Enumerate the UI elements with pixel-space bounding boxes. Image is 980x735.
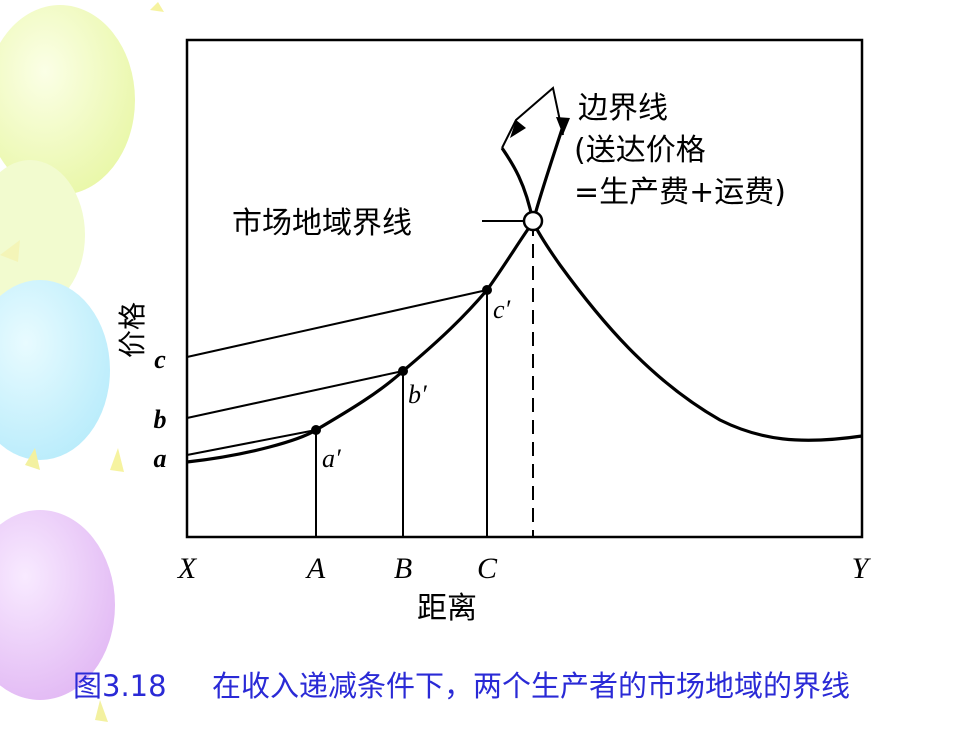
x-axis-label: 距离: [417, 591, 477, 626]
x-label-C: C: [477, 552, 498, 585]
background-balloons: [0, 2, 164, 722]
blue-balloon: [0, 280, 110, 460]
x-label-B: B: [394, 552, 412, 585]
boundary-line-title: 边界线: [578, 91, 668, 126]
x-label-Y: Y: [852, 552, 872, 585]
yellow-balloon: [0, 5, 135, 195]
figure-caption-number: 图3.18: [73, 669, 167, 703]
green-balloon: [0, 160, 85, 310]
delivered-price-curve-right: [531, 119, 863, 442]
sparkle: [0, 240, 20, 262]
curve-label-a-prime: a′: [322, 444, 341, 473]
curve-label-b-prime: b′: [408, 380, 427, 409]
sparkle: [150, 2, 164, 12]
y-axis-label: 价格: [116, 302, 149, 358]
point-c-prime: [482, 285, 492, 295]
point-b-prime: [398, 366, 408, 376]
price-line-b: [186, 370, 404, 419]
boundary-line-desc-1: (送达价格: [574, 133, 706, 168]
price-label-b: b: [154, 405, 167, 434]
price-label-c: c: [154, 345, 166, 374]
sparkle: [110, 448, 124, 472]
point-a-prime: [311, 425, 321, 435]
sparkle: [25, 448, 40, 470]
purple-balloon: [0, 510, 115, 700]
boundary-point-marker: [522, 210, 544, 232]
price-label-a: a: [154, 444, 167, 473]
figure-caption-text: 在收入递减条件下，两个生产者的市场地域的界线: [212, 669, 850, 703]
x-label-A: A: [305, 552, 326, 585]
sparkle: [95, 700, 108, 722]
arrowhead-right: [556, 117, 570, 135]
price-line-c: [186, 289, 488, 358]
arrowhead-left: [510, 120, 526, 138]
boundary-line-desc-2: =生产费+运费): [574, 175, 786, 210]
callout-arrow-line: [501, 86, 564, 149]
market-boundary-label: 市场地域界线: [232, 206, 412, 241]
curve-label-c-prime: c′: [493, 295, 511, 324]
x-label-X: X: [177, 552, 198, 585]
plot-frame: [185, 38, 864, 539]
price-line-a: [186, 429, 317, 456]
